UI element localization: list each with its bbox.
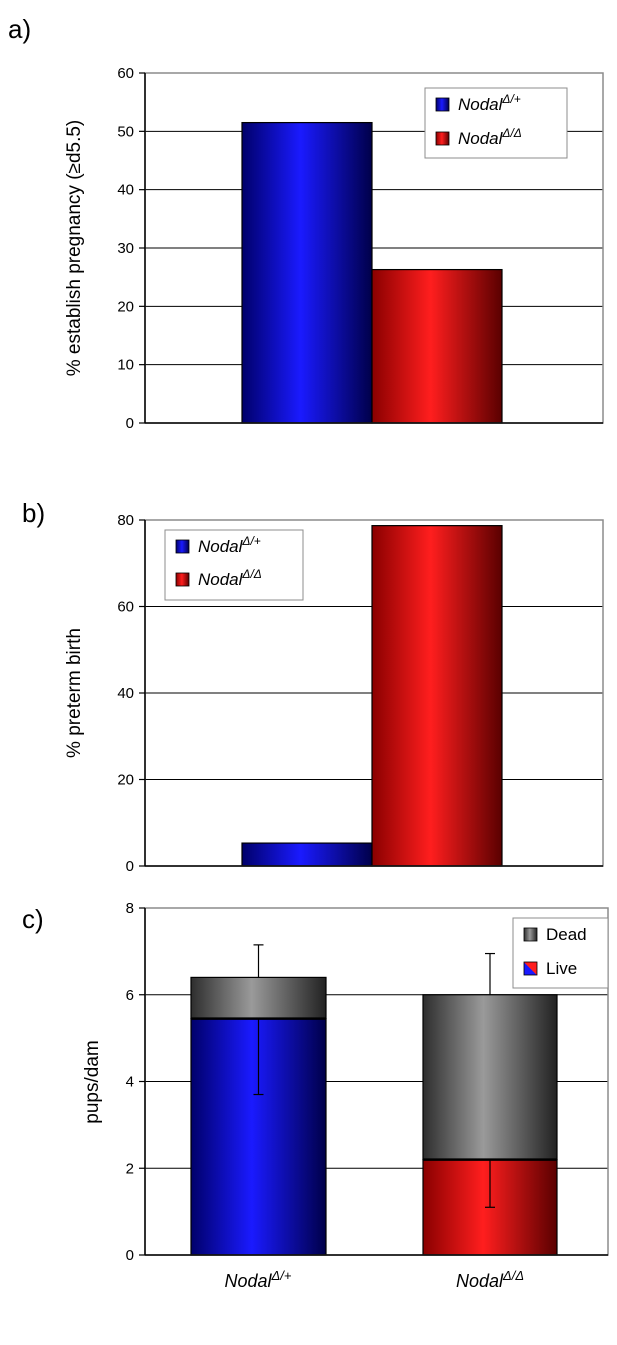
y-tick-label: 20	[117, 298, 134, 315]
chart-b-bars	[241, 525, 503, 867]
chart-c-legend: Dead Live	[512, 917, 609, 989]
y-tick-label: 2	[126, 1160, 134, 1177]
y-tick-label: 6	[126, 987, 134, 1004]
chart-a-legend-label-2: NodalΔ/Δ	[458, 126, 522, 148]
chart-c-y-ticks: 0 2 4 6 8	[126, 900, 145, 1264]
chart-c-x-tick-label-1: NodalΔ/+	[225, 1268, 292, 1291]
chart-a-legend-swatch-red	[435, 131, 450, 146]
chart-a-y-axis-label: % establish pregnancy (≥d5.5)	[64, 120, 85, 377]
chart-c-x-tick-label-2: NodalΔ/Δ	[456, 1268, 524, 1291]
chart-c-y-axis-label: pups/dam	[82, 1040, 103, 1123]
chart-b-legend-label-2: NodalΔ/Δ	[198, 567, 262, 589]
y-tick-label: 50	[117, 123, 134, 140]
y-tick-label: 60	[117, 599, 134, 616]
bar-blue	[241, 121, 373, 424]
chart-c-legend-label-dead: Dead	[546, 925, 587, 944]
chart-b-legend-swatch-red	[175, 572, 190, 587]
y-tick-label: 0	[126, 1247, 134, 1264]
chart-a: 0 10 20 30 40 50 60 % establish pregnancy (≥d5…	[64, 65, 604, 432]
y-tick-label: 80	[117, 512, 134, 529]
bar-red	[371, 268, 503, 424]
chart-c-legend-swatch-live	[523, 961, 538, 976]
chart-a-legend: NodalΔ/+ NodalΔ/Δ	[424, 87, 568, 159]
y-tick-label: 40	[117, 685, 134, 702]
chart-b-y-ticks: 0 20 40 60 80	[117, 512, 145, 875]
chart-c: 0 2 4 6 8 pups/dam NodalΔ/+ NodalΔ/Δ Dead Li…	[82, 900, 609, 1291]
y-tick-label: 4	[126, 1074, 134, 1091]
bar-red	[371, 525, 503, 867]
y-tick-label: 30	[117, 240, 134, 257]
panel-label-c: c)	[22, 904, 44, 934]
bar-dead	[190, 976, 327, 1020]
chart-b-legend-label-1: NodalΔ/+	[198, 534, 261, 556]
chart-a-bars	[241, 121, 503, 424]
y-tick-label: 0	[126, 415, 134, 432]
chart-b: 0 20 40 60 80 % preterm birth NodalΔ/+ Nodal…	[64, 512, 604, 875]
y-tick-label: 0	[126, 858, 134, 875]
chart-c-bars	[190, 944, 558, 1256]
bar-dead	[422, 994, 558, 1161]
panel-label-b: b)	[22, 498, 45, 528]
y-tick-label: 40	[117, 182, 134, 199]
y-tick-label: 60	[117, 65, 134, 82]
chart-c-legend-swatch-dead	[523, 927, 538, 942]
chart-a-legend-label-1: NodalΔ/+	[458, 92, 521, 114]
chart-a-legend-swatch-blue	[435, 97, 450, 112]
panel-label-a: a)	[8, 14, 31, 44]
bar-blue	[241, 842, 373, 867]
chart-b-y-axis-label: % preterm birth	[64, 628, 85, 758]
chart-a-y-ticks: 0 10 20 30 40 50 60	[117, 65, 145, 432]
y-tick-label: 8	[126, 900, 134, 917]
chart-b-legend-swatch-blue	[175, 539, 190, 554]
y-tick-label: 10	[117, 357, 134, 374]
chart-c-legend-label-live: Live	[546, 959, 577, 978]
y-tick-label: 20	[117, 772, 134, 789]
chart-b-legend: NodalΔ/+ NodalΔ/Δ	[164, 529, 304, 601]
